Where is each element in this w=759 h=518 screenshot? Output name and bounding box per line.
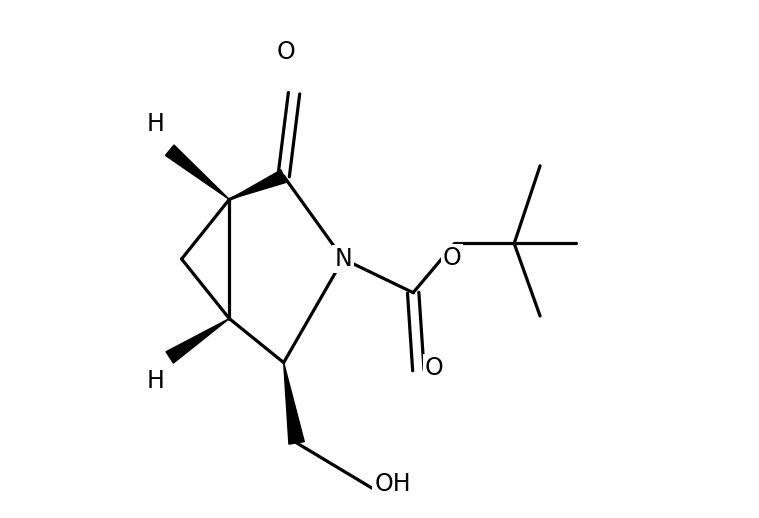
Polygon shape [166,319,229,363]
Polygon shape [165,145,229,199]
Text: O: O [442,246,461,270]
Text: OH: OH [374,472,411,496]
Text: O: O [277,40,296,64]
Text: H: H [146,369,165,393]
Text: N: N [335,247,352,271]
Text: H: H [146,112,165,136]
Polygon shape [229,170,286,199]
Text: O: O [424,356,443,380]
Polygon shape [284,363,304,444]
